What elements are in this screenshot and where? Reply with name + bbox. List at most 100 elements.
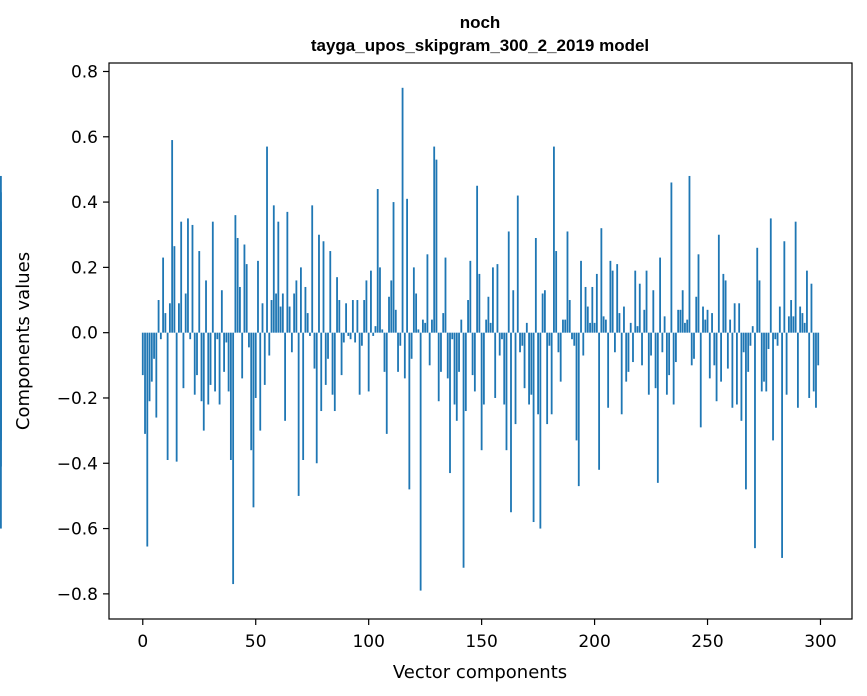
bar-3 [148, 332, 151, 402]
bar-193 [577, 332, 580, 487]
bar-25 [198, 251, 201, 333]
bar-173 [532, 332, 535, 523]
y-axis-label: Components values [13, 252, 34, 430]
bar-243 [690, 332, 693, 366]
bar-208 [611, 270, 614, 333]
bar-100 [367, 332, 370, 392]
bar-43 [239, 286, 241, 333]
bar-2 [146, 332, 149, 547]
bar-176 [539, 332, 542, 529]
bar-127 [428, 332, 431, 366]
bar-136 [449, 332, 451, 474]
bar-192 [575, 332, 578, 441]
bar-89 [342, 332, 345, 343]
bar-62 [281, 293, 284, 333]
bar-38 [227, 332, 230, 392]
bar-149 [478, 273, 481, 333]
bar-227 [654, 332, 657, 389]
bar-294 [806, 270, 808, 333]
bar-124 [421, 319, 424, 333]
bar-65 [288, 306, 291, 333]
bar-298 [815, 332, 817, 408]
bar-128 [431, 319, 433, 333]
bar-141 [460, 319, 463, 333]
bar-48 [250, 332, 253, 451]
bar-120 [412, 267, 415, 333]
bar-144 [467, 300, 469, 333]
bar-211 [618, 313, 621, 333]
x-axis-label: Vector components [393, 662, 567, 683]
bar-18 [182, 332, 185, 389]
bar-106 [381, 329, 384, 333]
bar-60 [277, 221, 280, 333]
bar-139 [455, 332, 458, 421]
bar-90 [345, 303, 347, 333]
bar-84 [331, 332, 334, 395]
bar-122 [417, 329, 420, 333]
bar-230 [661, 332, 664, 353]
bar-222 [643, 309, 646, 333]
bar-160 [503, 332, 506, 405]
bar-210 [616, 264, 619, 333]
bar-234 [670, 182, 673, 333]
bar-281 [776, 332, 779, 346]
bar-101 [370, 270, 372, 333]
bar-257 [722, 273, 725, 333]
bar-217 [632, 332, 634, 363]
y-tick-label: −0.4 [57, 454, 98, 474]
bar-194 [580, 260, 582, 333]
bar-237 [677, 309, 680, 333]
bar-269 [749, 332, 752, 346]
bar-130 [435, 159, 438, 333]
bars-group [0, 87, 820, 591]
bar-103 [374, 326, 377, 333]
bar-96 [358, 332, 361, 395]
bar-169 [523, 332, 526, 389]
bar-202 [598, 332, 601, 470]
y-tick-label: 0.0 [71, 324, 98, 344]
bar-68 [295, 280, 298, 333]
bar-115 [401, 87, 404, 333]
bar-273 [758, 280, 761, 333]
bar-187 [564, 319, 567, 333]
bar-110 [390, 280, 393, 333]
bar-64 [286, 211, 289, 333]
bar-66 [290, 332, 293, 353]
bar-137 [451, 332, 454, 340]
bar-204 [602, 316, 605, 333]
y-tick-label: 0.6 [71, 128, 98, 148]
bar-299 [817, 332, 820, 366]
bar-19 [184, 293, 187, 333]
bar-168 [521, 332, 524, 346]
bar-24 [196, 332, 198, 376]
bar-216 [629, 322, 632, 333]
bar-213 [623, 306, 625, 333]
bar-167 [519, 332, 521, 353]
bar-17 [180, 221, 183, 333]
bar-175 [537, 332, 540, 415]
bar-278 [769, 218, 772, 333]
bar-114 [399, 332, 402, 346]
bar-206 [607, 332, 610, 408]
bar-239 [681, 290, 684, 333]
bar-274 [760, 332, 763, 392]
bar-147 [473, 332, 476, 392]
bar-171 [528, 332, 530, 405]
bar-280 [774, 332, 777, 340]
bar-55 [266, 146, 268, 333]
bar-221 [641, 332, 643, 366]
bar-125 [424, 322, 427, 333]
bar-260 [729, 319, 732, 333]
bar-53 [261, 303, 264, 333]
bar-290 [796, 332, 799, 408]
bar-205 [604, 319, 607, 333]
bar-272 [756, 247, 759, 333]
bar-253 [713, 332, 716, 366]
bar-264 [738, 303, 741, 333]
bar-146 [471, 332, 474, 376]
bar-27 [202, 332, 205, 431]
bar-196 [584, 286, 587, 333]
bar-188 [566, 231, 569, 333]
bar-14 [173, 246, 176, 333]
